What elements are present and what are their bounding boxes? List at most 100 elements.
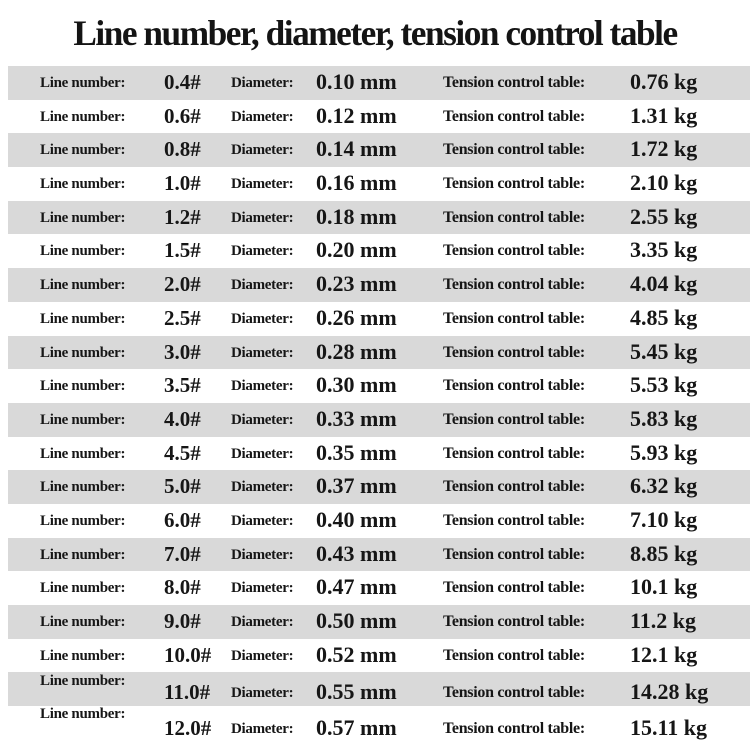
tension-value: 1.31 kg xyxy=(630,102,698,128)
tension-label: Tension control table: xyxy=(443,377,585,395)
line-number-value: 5.0# xyxy=(164,474,201,499)
diameter-label: Diameter: xyxy=(231,176,294,193)
diameter-label: Diameter: xyxy=(231,142,294,159)
table-row: Line number: 3.5# Diameter: 0.30 mm Tens… xyxy=(8,369,750,403)
tension-value: 5.83 kg xyxy=(630,405,698,431)
line-number-value: 4.5# xyxy=(164,440,201,465)
tension-value: 3.35 kg xyxy=(630,237,698,263)
table-row: Line number: 3.0# Diameter: 0.28 mm Tens… xyxy=(8,335,750,370)
tension-value: 4.04 kg xyxy=(630,271,698,297)
line-number-label: Line number: xyxy=(40,479,126,496)
line-number-value: 1.5# xyxy=(164,238,201,263)
tension-label: Tension control table: xyxy=(443,141,585,159)
diameter-label: Diameter: xyxy=(231,243,294,260)
line-number-value: 10.0# xyxy=(164,642,212,667)
table-row: Line number: 12.0# Diameter: 0.57 mm Ten… xyxy=(8,706,750,740)
line-number-label: Line number: xyxy=(40,75,126,91)
diameter-value: 0.12 mm xyxy=(316,102,397,128)
tension-label: Tension control table: xyxy=(443,74,585,91)
table-row: Line number: 1.0# Diameter: 0.16 mm Tens… xyxy=(8,167,750,201)
tension-label: Tension control table: xyxy=(443,646,585,664)
tension-label: Tension control table: xyxy=(443,720,585,738)
tension-label: Tension control table: xyxy=(443,511,585,529)
line-number-label: Line number: xyxy=(40,445,126,462)
tension-value: 8.85 kg xyxy=(630,540,698,566)
diameter-label: Diameter: xyxy=(231,445,294,462)
diameter-value: 0.20 mm xyxy=(316,237,397,263)
diameter-value: 0.40 mm xyxy=(316,506,397,532)
diameter-value: 0.23 mm xyxy=(316,271,397,297)
line-number-value: 2.0# xyxy=(164,272,201,297)
diameter-value: 0.33 mm xyxy=(316,405,397,431)
diameter-value: 0.55 mm xyxy=(316,679,397,705)
diameter-value: 0.47 mm xyxy=(316,574,397,600)
line-number-value: 8.0# xyxy=(164,575,201,600)
table-row: Line number: 4.5# Diameter: 0.35 mm Tens… xyxy=(8,436,750,471)
diameter-label: Diameter: xyxy=(231,277,294,294)
table-row: Line number: 8.0# Diameter: 0.47 mm Tens… xyxy=(8,571,750,605)
diameter-value: 0.10 mm xyxy=(316,69,397,94)
tension-label: Tension control table: xyxy=(443,613,585,630)
diameter-value: 0.35 mm xyxy=(316,439,397,465)
tension-label: Tension control table: xyxy=(443,684,585,702)
tension-value: 5.53 kg xyxy=(630,372,698,398)
line-number-value: 3.0# xyxy=(164,339,201,364)
line-number-label: Line number: xyxy=(40,176,126,193)
line-number-value: 0.4# xyxy=(164,70,201,94)
tension-label: Tension control table: xyxy=(443,107,585,125)
diameter-label: Diameter: xyxy=(231,344,294,361)
tension-label: Tension control table: xyxy=(443,410,585,428)
diameter-label: Diameter: xyxy=(231,108,294,125)
tension-value: 1.72 kg xyxy=(630,136,698,162)
tension-value: 2.55 kg xyxy=(630,203,698,229)
tension-label: Tension control table: xyxy=(443,545,585,563)
diameter-label: Diameter: xyxy=(231,209,294,226)
line-number-value: 4.0# xyxy=(164,406,201,431)
diameter-value: 0.14 mm xyxy=(316,136,397,162)
tension-value: 11.2 kg xyxy=(630,608,697,633)
tension-label: Tension control table: xyxy=(443,276,585,294)
diameter-label: Diameter: xyxy=(231,546,294,563)
line-number-value: 0.8# xyxy=(164,137,201,162)
line-number-value: 9.0# xyxy=(164,609,201,633)
tension-label: Tension control table: xyxy=(443,478,585,496)
line-number-label: Line number: xyxy=(40,706,126,723)
tension-label: Tension control table: xyxy=(443,208,585,226)
table-row: Line number: 2.5# Diameter: 0.26 mm Tens… xyxy=(8,301,750,336)
diameter-label: Diameter: xyxy=(231,378,294,395)
diameter-label: Diameter: xyxy=(231,614,294,630)
line-number-label: Line number: xyxy=(40,580,126,597)
tension-value: 4.85 kg xyxy=(630,304,698,330)
tension-value: 0.76 kg xyxy=(630,69,698,94)
tension-value: 12.1 kg xyxy=(630,641,698,667)
tension-label: Tension control table: xyxy=(443,579,585,597)
diameter-label: Diameter: xyxy=(231,310,294,327)
diameter-label: Diameter: xyxy=(231,721,294,738)
diameter-value: 0.26 mm xyxy=(316,304,397,330)
diameter-label: Diameter: xyxy=(231,580,294,597)
line-number-label: Line number: xyxy=(40,673,126,690)
diameter-value: 0.30 mm xyxy=(316,372,397,398)
line-number-value: 0.6# xyxy=(164,103,201,128)
tension-value: 5.93 kg xyxy=(630,439,698,465)
line-number-label: Line number: xyxy=(40,512,126,529)
line-number-label: Line number: xyxy=(40,142,126,159)
line-number-label: Line number: xyxy=(40,344,126,361)
line-number-label: Line number: xyxy=(40,277,126,294)
tension-value: 10.1 kg xyxy=(630,574,698,600)
line-number-label: Line number: xyxy=(40,411,126,428)
line-number-label: Line number: xyxy=(40,209,126,226)
table-row: Line number: 5.0# Diameter: 0.37 mm Tens… xyxy=(8,470,750,504)
line-number-value: 6.0# xyxy=(164,507,201,532)
table-row: Line number: 0.6# Diameter: 0.12 mm Tens… xyxy=(8,99,750,134)
tension-value: 6.32 kg xyxy=(630,473,698,499)
page-title: Line number, diameter, tension control t… xyxy=(73,13,678,53)
line-number-value: 7.0# xyxy=(164,541,201,566)
line-number-label: Line number: xyxy=(40,310,126,327)
diameter-label: Diameter: xyxy=(231,411,294,428)
line-number-value: 1.2# xyxy=(164,204,201,229)
table-row: Line number: 11.0# Diameter: 0.55 mm Ten… xyxy=(8,672,750,707)
tension-value: 5.45 kg xyxy=(630,338,698,364)
diameter-label: Diameter: xyxy=(231,479,294,496)
